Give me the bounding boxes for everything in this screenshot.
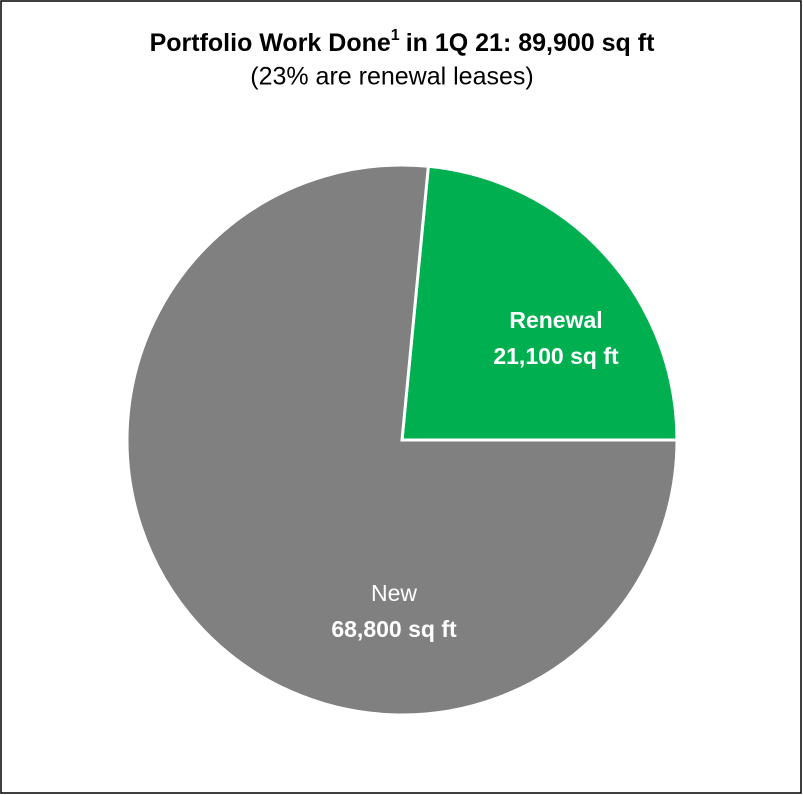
slice-value-label: 68,800 sq ft [331, 616, 457, 642]
chart-subtitle: (23% are renewal leases) [250, 63, 533, 91]
pie-slice [400, 164, 679, 442]
slice-label: New [371, 580, 417, 606]
title-main: Portfolio Work Done [150, 29, 391, 57]
chart-title: Portfolio Work Done1 in 1Q 21: 89,900 sq … [150, 27, 656, 56]
pie-slice [125, 163, 679, 717]
title-rest: in 1Q 21: 89,900 sq ft [406, 29, 655, 57]
slice-value-label: 21,100 sq ft [493, 343, 619, 369]
slice-label: Renewal [509, 307, 602, 333]
title-superscript: 1 [391, 27, 400, 44]
